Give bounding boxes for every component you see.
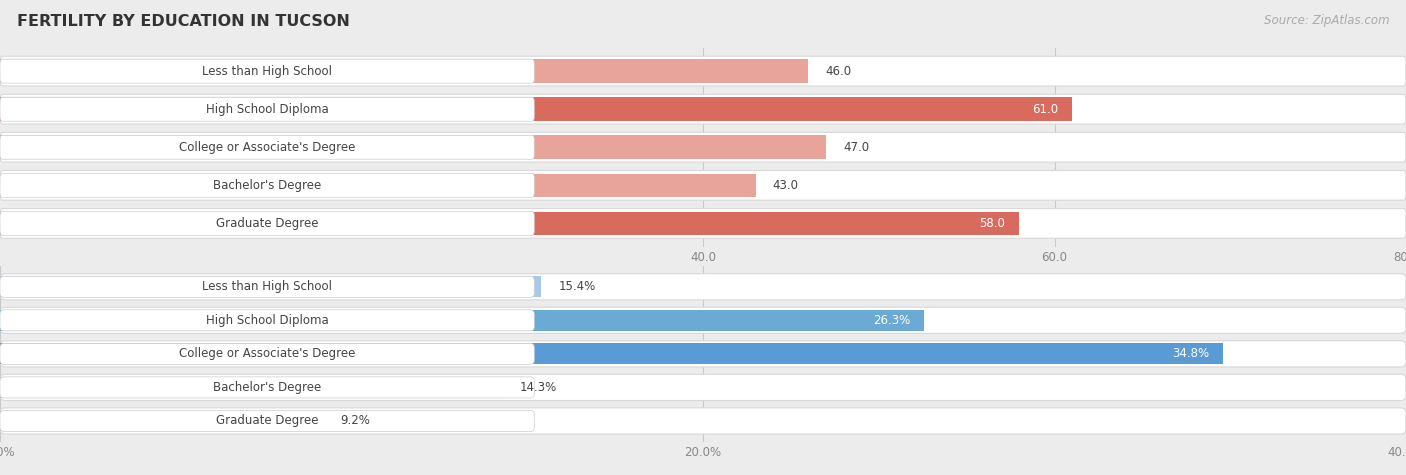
FancyBboxPatch shape <box>0 377 534 398</box>
FancyBboxPatch shape <box>0 173 534 197</box>
Text: 58.0: 58.0 <box>980 217 1005 230</box>
Text: College or Associate's Degree: College or Associate's Degree <box>179 141 356 154</box>
Bar <box>0 377 503 398</box>
Text: Less than High School: Less than High School <box>202 65 332 77</box>
Text: 43.0: 43.0 <box>773 179 799 192</box>
FancyBboxPatch shape <box>0 274 1406 300</box>
FancyBboxPatch shape <box>0 171 1406 200</box>
FancyBboxPatch shape <box>0 410 534 431</box>
Text: Source: ZipAtlas.com: Source: ZipAtlas.com <box>1264 14 1389 27</box>
Text: Bachelor's Degree: Bachelor's Degree <box>214 381 321 394</box>
FancyBboxPatch shape <box>0 133 1406 162</box>
Bar <box>0 59 808 83</box>
FancyBboxPatch shape <box>0 374 1406 400</box>
FancyBboxPatch shape <box>0 95 1406 124</box>
Text: 34.8%: 34.8% <box>1173 347 1209 361</box>
Text: 61.0: 61.0 <box>1032 103 1059 116</box>
FancyBboxPatch shape <box>0 343 534 364</box>
Text: 47.0: 47.0 <box>844 141 869 154</box>
FancyBboxPatch shape <box>0 341 1406 367</box>
Text: High School Diploma: High School Diploma <box>205 103 329 116</box>
FancyBboxPatch shape <box>0 211 534 236</box>
Text: FERTILITY BY EDUCATION IN TUCSON: FERTILITY BY EDUCATION IN TUCSON <box>17 14 350 29</box>
FancyBboxPatch shape <box>0 59 534 83</box>
Bar <box>0 135 827 159</box>
Bar <box>0 343 1223 364</box>
Text: Graduate Degree: Graduate Degree <box>217 415 318 428</box>
Bar <box>0 310 925 331</box>
FancyBboxPatch shape <box>0 307 1406 333</box>
Text: Graduate Degree: Graduate Degree <box>217 217 318 230</box>
Text: High School Diploma: High School Diploma <box>205 314 329 327</box>
FancyBboxPatch shape <box>0 408 1406 434</box>
Bar <box>0 276 541 297</box>
FancyBboxPatch shape <box>0 310 534 331</box>
FancyBboxPatch shape <box>0 97 534 121</box>
FancyBboxPatch shape <box>0 56 1406 86</box>
Text: Bachelor's Degree: Bachelor's Degree <box>214 179 321 192</box>
FancyBboxPatch shape <box>0 135 534 159</box>
Bar <box>0 97 1073 121</box>
Text: 9.2%: 9.2% <box>340 415 370 428</box>
Text: 15.4%: 15.4% <box>558 280 595 293</box>
Text: 26.3%: 26.3% <box>873 314 911 327</box>
Bar <box>0 211 1019 235</box>
FancyBboxPatch shape <box>0 276 534 297</box>
Text: 46.0: 46.0 <box>825 65 852 77</box>
Text: 14.3%: 14.3% <box>520 381 557 394</box>
Text: College or Associate's Degree: College or Associate's Degree <box>179 347 356 361</box>
Bar <box>0 410 323 431</box>
FancyBboxPatch shape <box>0 209 1406 238</box>
Text: Less than High School: Less than High School <box>202 280 332 293</box>
Bar <box>0 173 756 197</box>
